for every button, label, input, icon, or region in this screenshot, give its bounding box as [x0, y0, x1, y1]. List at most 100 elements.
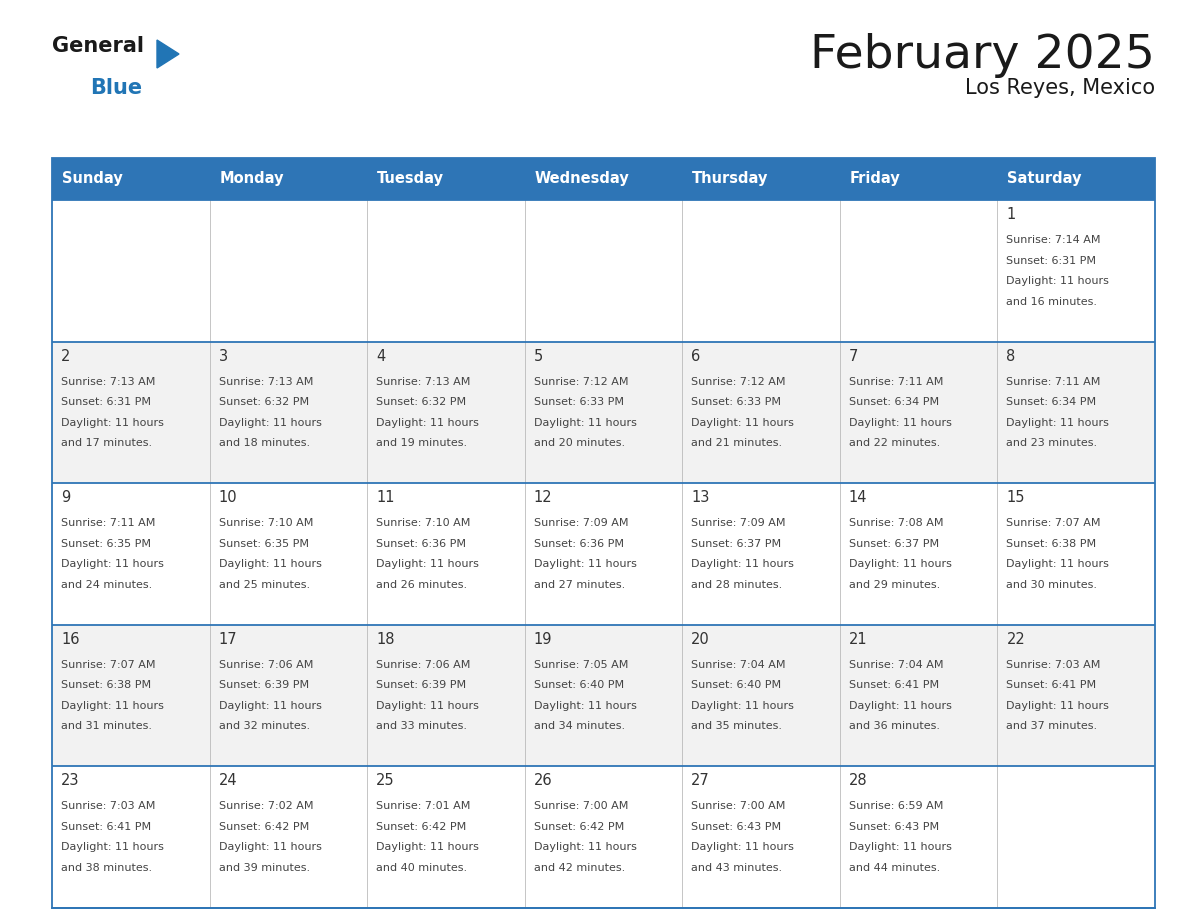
Text: 9: 9 [61, 490, 70, 505]
Text: Sunset: 6:43 PM: Sunset: 6:43 PM [849, 822, 939, 832]
Text: Daylight: 11 hours: Daylight: 11 hours [377, 418, 479, 428]
Text: 12: 12 [533, 490, 552, 505]
Bar [525, 158, 682, 200]
Text: and 33 minutes.: and 33 minutes. [377, 722, 467, 732]
Text: 3: 3 [219, 349, 228, 364]
Bar [682, 158, 840, 200]
Bar [682, 625, 840, 767]
Text: 28: 28 [849, 773, 867, 789]
Bar [52, 767, 209, 908]
Text: Saturday: Saturday [1007, 172, 1082, 186]
Bar [682, 767, 840, 908]
Text: and 16 minutes.: and 16 minutes. [1006, 297, 1098, 307]
Text: Daylight: 11 hours: Daylight: 11 hours [1006, 276, 1110, 286]
Text: Sunrise: 7:12 AM: Sunrise: 7:12 AM [691, 376, 785, 386]
Text: 13: 13 [691, 490, 709, 505]
Text: Daylight: 11 hours: Daylight: 11 hours [61, 700, 164, 711]
Bar [840, 200, 998, 341]
Text: General: General [52, 36, 144, 56]
Text: Monday: Monday [220, 172, 284, 186]
Text: Daylight: 11 hours: Daylight: 11 hours [219, 559, 322, 569]
Text: Sunset: 6:43 PM: Sunset: 6:43 PM [691, 822, 782, 832]
Text: Sunrise: 7:00 AM: Sunrise: 7:00 AM [533, 801, 628, 812]
Text: Sunset: 6:32 PM: Sunset: 6:32 PM [377, 397, 466, 407]
Text: and 20 minutes.: and 20 minutes. [533, 438, 625, 448]
Text: Sunset: 6:31 PM: Sunset: 6:31 PM [61, 397, 151, 407]
Text: Daylight: 11 hours: Daylight: 11 hours [377, 559, 479, 569]
Text: Sunset: 6:36 PM: Sunset: 6:36 PM [377, 539, 466, 549]
Text: 2: 2 [61, 349, 70, 364]
Bar [209, 200, 367, 341]
Text: 15: 15 [1006, 490, 1025, 505]
Text: Sunrise: 7:07 AM: Sunrise: 7:07 AM [1006, 518, 1101, 528]
Text: Sunrise: 7:12 AM: Sunrise: 7:12 AM [533, 376, 628, 386]
Text: Daylight: 11 hours: Daylight: 11 hours [377, 700, 479, 711]
Text: and 31 minutes.: and 31 minutes. [61, 722, 152, 732]
Text: Sunset: 6:42 PM: Sunset: 6:42 PM [219, 822, 309, 832]
Text: Daylight: 11 hours: Daylight: 11 hours [61, 843, 164, 853]
Text: Daylight: 11 hours: Daylight: 11 hours [691, 418, 794, 428]
Text: Daylight: 11 hours: Daylight: 11 hours [219, 418, 322, 428]
Text: and 29 minutes.: and 29 minutes. [849, 579, 940, 589]
Text: Sunrise: 7:14 AM: Sunrise: 7:14 AM [1006, 235, 1101, 245]
Text: and 38 minutes.: and 38 minutes. [61, 863, 152, 873]
Text: Sunrise: 7:04 AM: Sunrise: 7:04 AM [849, 660, 943, 670]
Text: and 23 minutes.: and 23 minutes. [1006, 438, 1098, 448]
Text: Daylight: 11 hours: Daylight: 11 hours [219, 843, 322, 853]
Text: Sunrise: 7:03 AM: Sunrise: 7:03 AM [1006, 660, 1101, 670]
Text: Daylight: 11 hours: Daylight: 11 hours [533, 559, 637, 569]
Text: Friday: Friday [849, 172, 901, 186]
Text: Sunrise: 7:13 AM: Sunrise: 7:13 AM [219, 376, 312, 386]
Text: Sunrise: 7:09 AM: Sunrise: 7:09 AM [533, 518, 628, 528]
Text: 4: 4 [377, 349, 385, 364]
Bar [209, 158, 367, 200]
Text: Daylight: 11 hours: Daylight: 11 hours [849, 418, 952, 428]
Text: 27: 27 [691, 773, 710, 789]
Bar [52, 625, 209, 767]
Text: and 30 minutes.: and 30 minutes. [1006, 579, 1098, 589]
Text: Sunrise: 7:08 AM: Sunrise: 7:08 AM [849, 518, 943, 528]
Bar [840, 625, 998, 767]
Text: Daylight: 11 hours: Daylight: 11 hours [533, 843, 637, 853]
Text: Thursday: Thursday [693, 172, 769, 186]
Text: Sunrise: 7:00 AM: Sunrise: 7:00 AM [691, 801, 785, 812]
Text: 14: 14 [849, 490, 867, 505]
Text: Sunrise: 7:03 AM: Sunrise: 7:03 AM [61, 801, 156, 812]
Bar [682, 341, 840, 483]
Bar [525, 625, 682, 767]
Bar [998, 158, 1155, 200]
Text: Sunrise: 7:13 AM: Sunrise: 7:13 AM [377, 376, 470, 386]
Bar [998, 483, 1155, 625]
Text: and 24 minutes.: and 24 minutes. [61, 579, 152, 589]
Bar [52, 200, 209, 341]
Text: 7: 7 [849, 349, 858, 364]
Bar [209, 341, 367, 483]
Text: Daylight: 11 hours: Daylight: 11 hours [849, 559, 952, 569]
Text: 17: 17 [219, 632, 238, 647]
Bar [209, 483, 367, 625]
Text: and 35 minutes.: and 35 minutes. [691, 722, 782, 732]
Text: Sunset: 6:38 PM: Sunset: 6:38 PM [1006, 539, 1097, 549]
Text: February 2025: February 2025 [810, 33, 1155, 78]
Bar [998, 625, 1155, 767]
Text: and 22 minutes.: and 22 minutes. [849, 438, 940, 448]
Text: Sunrise: 7:06 AM: Sunrise: 7:06 AM [219, 660, 312, 670]
Text: Sunset: 6:39 PM: Sunset: 6:39 PM [377, 680, 466, 690]
Text: Sunrise: 7:11 AM: Sunrise: 7:11 AM [849, 376, 943, 386]
Bar [367, 767, 525, 908]
Text: 5: 5 [533, 349, 543, 364]
Bar [367, 625, 525, 767]
Text: 21: 21 [849, 632, 867, 647]
Text: Sunrise: 7:10 AM: Sunrise: 7:10 AM [219, 518, 312, 528]
Bar [840, 483, 998, 625]
Text: Sunset: 6:41 PM: Sunset: 6:41 PM [61, 822, 151, 832]
Text: and 25 minutes.: and 25 minutes. [219, 579, 310, 589]
Text: Sunrise: 7:02 AM: Sunrise: 7:02 AM [219, 801, 314, 812]
Text: Daylight: 11 hours: Daylight: 11 hours [849, 700, 952, 711]
Text: Sunrise: 7:13 AM: Sunrise: 7:13 AM [61, 376, 156, 386]
Bar [52, 158, 209, 200]
Text: Sunset: 6:42 PM: Sunset: 6:42 PM [533, 822, 624, 832]
Bar [525, 767, 682, 908]
Text: and 27 minutes.: and 27 minutes. [533, 579, 625, 589]
Text: 6: 6 [691, 349, 701, 364]
